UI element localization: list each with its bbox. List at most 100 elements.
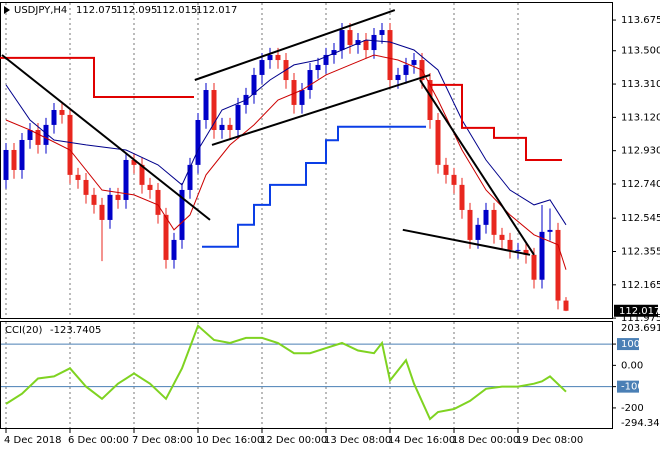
candle-body	[459, 184, 465, 210]
candle-body	[531, 254, 537, 280]
header-icon	[4, 6, 10, 14]
y-tick-label: 113.310	[621, 79, 660, 90]
overlay-line	[419, 79, 535, 256]
candle-body	[267, 54, 273, 61]
y-tick-label: 113.675	[621, 15, 660, 26]
candle-body	[483, 209, 489, 225]
cci-panel	[0, 321, 613, 429]
candle-body	[163, 214, 169, 260]
candle-body	[435, 119, 441, 165]
x-tick-label: 12 Dec 00:00	[260, 435, 327, 446]
candle-body	[395, 74, 401, 81]
candle-body	[355, 40, 361, 45]
x-tick-label: 6 Dec 00:00	[68, 435, 129, 446]
y-tick-label: 112.355	[621, 246, 660, 257]
candle-body	[195, 119, 201, 165]
x-tick-label: 18 Dec 00:00	[452, 435, 519, 446]
x-tick-label: 14 Dec 16:00	[388, 435, 455, 446]
candle-body	[91, 194, 97, 205]
candle-body	[99, 204, 105, 220]
candle-body	[491, 209, 497, 235]
overlay-line	[5, 54, 567, 270]
x-tick-label: 4 Dec 2018	[4, 435, 62, 446]
candle-body	[403, 64, 409, 75]
candle-body	[107, 194, 113, 220]
candle-body	[467, 209, 473, 240]
candle-body	[443, 164, 449, 175]
ohlc-value: 112.015	[156, 5, 197, 16]
overlay-line	[211, 73, 431, 146]
candle-body	[51, 110, 57, 125]
overlay-line	[194, 9, 396, 81]
candle-body	[371, 34, 377, 51]
candle-body	[363, 40, 369, 51]
candle-body	[499, 234, 505, 240]
candle-body	[475, 224, 481, 240]
ohlc-value: 112.095	[116, 5, 157, 16]
y-tick-label: 113.500	[621, 46, 660, 57]
candle-body	[147, 184, 153, 190]
candle-body	[211, 90, 217, 130]
y-tick-label: 112.165	[621, 280, 660, 291]
candle-body	[387, 30, 393, 81]
candle-body	[507, 239, 513, 250]
candle-body	[539, 231, 545, 280]
candle-body	[171, 239, 177, 260]
candle-body	[43, 124, 49, 145]
candle-body	[339, 30, 345, 51]
candle-body	[11, 149, 17, 170]
ohlc-value: 112.017	[196, 5, 237, 16]
price-panel	[0, 2, 613, 319]
candle-body	[227, 124, 233, 130]
candle-body	[323, 54, 329, 65]
candle-body	[179, 189, 185, 240]
overlay-line	[402, 228, 531, 256]
candle-body	[3, 149, 9, 180]
candle-body	[563, 300, 569, 311]
candle-body	[67, 114, 73, 175]
ohlc-value: 112.075	[76, 5, 117, 16]
candle-body	[555, 229, 561, 301]
candle-body	[187, 164, 193, 190]
y-tick-label: 112.740	[621, 179, 660, 190]
y-tick-label: 112.545	[621, 213, 660, 224]
candle-body	[35, 129, 41, 145]
candle-body	[19, 139, 25, 170]
y-tick-label: -200	[621, 403, 644, 414]
candle-body	[379, 30, 385, 35]
y-limit-label: -294.3498	[621, 418, 660, 429]
candle-body	[547, 229, 553, 232]
y-tick-label: 100	[621, 339, 640, 350]
overlay-line	[0, 56, 562, 161]
candle-body	[299, 90, 305, 105]
candle-body	[523, 249, 529, 255]
candle-body	[235, 104, 241, 130]
candle-body	[203, 90, 209, 120]
candle-body	[131, 159, 137, 165]
candle-body	[291, 80, 297, 105]
current-price-box	[614, 304, 658, 317]
y-tick-label: 111.975	[621, 313, 660, 324]
x-tick-label: 10 Dec 16:00	[196, 435, 263, 446]
y-limit-label: 203.6911	[621, 323, 660, 334]
current-price-label: 112.017	[619, 306, 660, 317]
indicator-title: CCI(20)	[5, 325, 43, 336]
candle-body	[411, 60, 417, 65]
candle-body	[427, 80, 433, 120]
candle-body	[123, 159, 129, 200]
candle-body	[347, 30, 353, 45]
candle-body	[59, 110, 65, 115]
x-tick-label: 13 Dec 08:00	[324, 435, 391, 446]
candle-body	[75, 174, 81, 180]
y-tick-label: -100	[621, 382, 644, 393]
cci-line	[5, 324, 567, 421]
candle-body	[259, 60, 265, 75]
candle-body	[115, 194, 121, 200]
candle-body	[83, 179, 89, 195]
candle-body	[315, 64, 321, 71]
x-tick-label: 7 Dec 08:00	[132, 435, 193, 446]
symbol-label: USDJPY,H4	[14, 5, 67, 16]
candle-body	[251, 74, 257, 95]
